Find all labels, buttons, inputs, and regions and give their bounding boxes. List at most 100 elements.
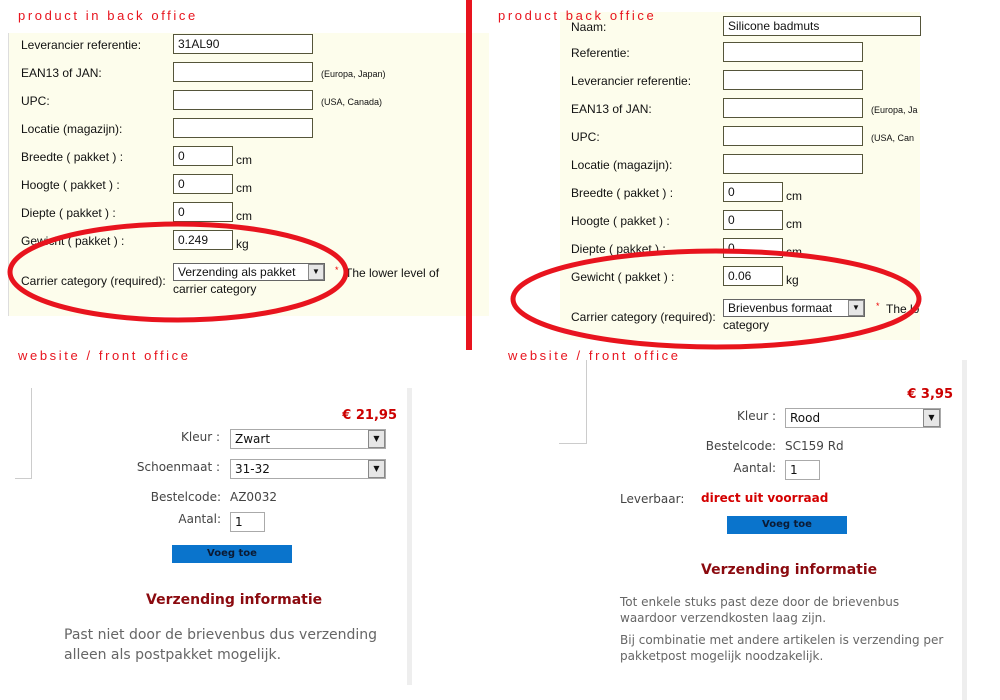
add-to-cart-button[interactable]: Voeg toe	[727, 516, 847, 534]
field-input[interactable]: 0	[173, 202, 233, 222]
divider	[586, 360, 587, 443]
field-label: Naam:	[571, 20, 607, 34]
field-input[interactable]: 0	[723, 210, 783, 230]
field-input[interactable]	[723, 126, 863, 146]
field-label: Hoogte ( pakket ) :	[571, 214, 670, 228]
panel-border	[962, 360, 967, 700]
field-input[interactable]	[723, 42, 863, 62]
unit-label: cm	[786, 217, 802, 231]
field-label: Gewicht ( pakket ) :	[571, 270, 675, 284]
field-input[interactable]: 0.06	[723, 266, 783, 286]
bestelcode-label: Bestelcode:	[150, 490, 221, 504]
kleur-select[interactable]: Rood ▼	[785, 408, 941, 428]
field-label: UPC:	[571, 130, 600, 144]
aantal-input[interactable]: 1	[785, 460, 820, 480]
carrier-hint: The lower level of	[345, 266, 440, 280]
schoenmaat-label: Schoenmaat :	[136, 460, 220, 474]
unit-label: kg	[786, 273, 799, 287]
field-label: Hoogte ( pakket ) :	[21, 178, 120, 192]
bestelcode-value: SC159 Rd	[785, 439, 844, 453]
schoenmaat-select[interactable]: 31-32 ▼	[230, 459, 386, 479]
shipping-heading: Verzending informatie	[701, 562, 878, 578]
field-input[interactable]: 0.249	[173, 230, 233, 250]
unit-label: cm	[236, 181, 252, 195]
shipping-heading: Verzending informatie	[146, 592, 323, 608]
bestelcode-label: Bestelcode:	[705, 439, 776, 453]
leverbaar-label: Leverbaar:	[620, 492, 685, 506]
field-label: Referentie:	[571, 46, 630, 60]
chevron-down-icon[interactable]: ▼	[308, 264, 324, 280]
field-note: (Europa, Ja	[871, 105, 918, 115]
field-input[interactable]	[173, 90, 313, 110]
kleur-label: Kleur :	[181, 430, 220, 444]
chevron-down-icon[interactable]: ▼	[848, 300, 864, 316]
unit-label: kg	[236, 237, 249, 251]
field-label: EAN13 of JAN:	[21, 66, 102, 80]
carrier-hint-2: carrier category	[173, 282, 257, 296]
shipping-text: Past niet door de brievenbus dus verzend…	[64, 627, 378, 663]
field-input[interactable]: 0	[173, 174, 233, 194]
field-input[interactable]: 0	[173, 146, 233, 166]
field-label: Locatie (magazijn):	[21, 122, 123, 136]
carrier-value: Brievenbus formaat	[728, 301, 833, 315]
stock-status: direct uit voorraad	[701, 491, 829, 505]
kleur-label: Kleur :	[737, 409, 776, 423]
right-backoffice-title: product back office	[498, 8, 657, 23]
field-label: Leverancier referentie:	[21, 38, 142, 52]
field-label: Breedte ( pakket ) :	[571, 186, 674, 200]
field-input[interactable]	[723, 70, 863, 90]
bestelcode-value: AZ0032	[230, 490, 277, 504]
carrier-hint-2: category	[723, 318, 770, 332]
field-input[interactable]	[173, 62, 313, 82]
left-frontoffice-title: website / front office	[18, 348, 191, 363]
field-note: (USA, Can	[871, 133, 915, 143]
carrier-label: Carrier category (required):	[21, 274, 166, 288]
field-input[interactable]	[723, 154, 863, 174]
field-label: Locatie (magazijn):	[571, 158, 673, 172]
chevron-down-icon[interactable]: ▼	[923, 409, 940, 427]
field-input[interactable]	[173, 118, 313, 138]
carrier-value: Verzending als pakket	[178, 265, 296, 279]
price: € 21,95	[342, 408, 397, 423]
field-input[interactable]: Silicone badmuts	[723, 16, 921, 36]
aantal-label: Aantal:	[733, 461, 776, 475]
schoenmaat-value: 31-32	[235, 462, 270, 476]
unit-label: cm	[236, 209, 252, 223]
divider	[15, 478, 32, 479]
carrier-select[interactable]: Verzending als pakket ▼	[173, 263, 325, 281]
unit-label: cm	[786, 189, 802, 203]
field-label: Leverancier referentie:	[571, 74, 692, 88]
shipping-text-2: Bij combinatie met andere artikelen is v…	[620, 633, 944, 663]
chevron-down-icon[interactable]: ▼	[368, 430, 385, 448]
price: € 3,95	[907, 387, 953, 402]
kleur-value: Rood	[790, 411, 821, 425]
kleur-value: Zwart	[235, 432, 271, 446]
field-label: EAN13 of JAN:	[571, 102, 652, 116]
left-backoffice-title: product in back office	[18, 8, 198, 23]
right-frontoffice-title: website / front office	[508, 348, 681, 363]
carrier-select[interactable]: Brievenbus formaat ▼	[723, 299, 865, 317]
field-note: (Europa, Japan)	[321, 69, 386, 79]
field-note: (USA, Canada)	[321, 97, 383, 107]
field-label: Diepte ( pakket ) :	[21, 206, 116, 220]
aantal-label: Aantal:	[178, 512, 221, 526]
field-input[interactable]	[723, 98, 863, 118]
required-mark: *	[876, 301, 880, 311]
field-label: Breedte ( pakket ) :	[21, 150, 124, 164]
red-divider	[466, 0, 472, 350]
divider	[31, 388, 32, 478]
aantal-input[interactable]: 1	[230, 512, 265, 532]
kleur-select[interactable]: Zwart ▼	[230, 429, 386, 449]
chevron-down-icon[interactable]: ▼	[368, 460, 385, 478]
field-input[interactable]: 31AL90	[173, 34, 313, 54]
carrier-label: Carrier category (required):	[571, 310, 716, 324]
unit-label: cm	[236, 153, 252, 167]
field-label: UPC:	[21, 94, 50, 108]
shipping-text-1: Tot enkele stuks past deze door de briev…	[620, 595, 900, 625]
field-input[interactable]: 0	[723, 182, 783, 202]
left-highlight-ellipse	[7, 221, 349, 323]
panel-border	[407, 388, 412, 685]
add-to-cart-button[interactable]: Voeg toe	[172, 545, 292, 563]
right-highlight-ellipse	[510, 248, 922, 350]
